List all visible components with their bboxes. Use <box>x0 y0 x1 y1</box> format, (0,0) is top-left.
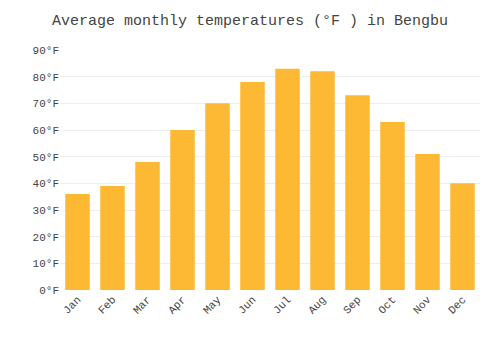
svg-text:10°F: 10°F <box>33 258 59 270</box>
svg-text:Sep: Sep <box>341 294 363 316</box>
svg-text:Oct: Oct <box>376 294 398 316</box>
svg-text:20°F: 20°F <box>33 232 59 244</box>
svg-text:Jun: Jun <box>236 294 258 316</box>
svg-text:0°F: 0°F <box>39 285 59 297</box>
svg-text:80°F: 80°F <box>33 72 59 84</box>
svg-text:Mar: Mar <box>131 294 153 316</box>
svg-text:Aug: Aug <box>306 294 328 316</box>
svg-text:Apr: Apr <box>166 294 188 316</box>
svg-text:Feb: Feb <box>96 294 118 316</box>
svg-text:Jan: Jan <box>61 294 83 316</box>
svg-text:60°F: 60°F <box>33 125 59 137</box>
svg-text:May: May <box>201 294 224 317</box>
svg-text:50°F: 50°F <box>33 152 59 164</box>
svg-text:70°F: 70°F <box>33 98 59 110</box>
svg-text:90°F: 90°F <box>33 45 59 57</box>
svg-text:Nov: Nov <box>411 294 434 317</box>
svg-text:Dec: Dec <box>446 294 468 316</box>
svg-text:Jul: Jul <box>271 294 293 316</box>
svg-text:30°F: 30°F <box>33 205 59 217</box>
svg-text:Average monthly temperatures (: Average monthly temperatures (°F ) in Be… <box>52 13 448 30</box>
svg-text:40°F: 40°F <box>33 178 59 190</box>
